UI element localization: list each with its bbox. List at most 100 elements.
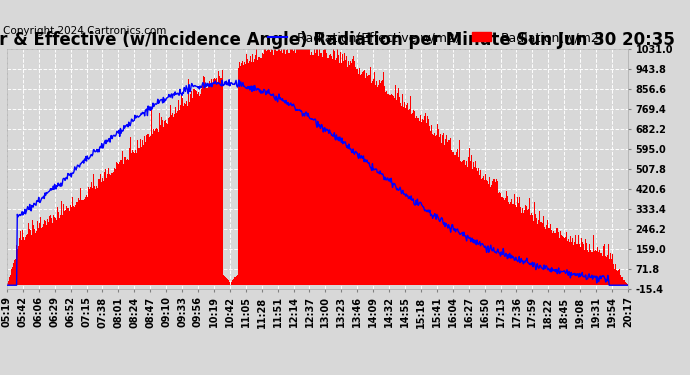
Bar xyxy=(85,179,86,285)
Bar xyxy=(40,228,41,285)
Bar xyxy=(217,82,218,285)
Bar xyxy=(406,99,407,285)
Bar xyxy=(414,111,415,285)
Bar xyxy=(268,44,269,285)
Bar xyxy=(94,183,95,285)
Bar xyxy=(21,240,22,285)
Bar xyxy=(521,213,522,285)
Bar xyxy=(28,224,29,285)
Bar xyxy=(195,99,196,285)
Bar xyxy=(245,62,246,285)
Bar xyxy=(169,117,170,285)
Bar xyxy=(602,246,603,285)
Bar xyxy=(320,53,321,285)
Bar xyxy=(457,149,458,285)
Bar xyxy=(36,233,37,285)
Bar xyxy=(286,50,287,285)
Bar xyxy=(598,252,599,285)
Bar xyxy=(402,105,403,285)
Bar xyxy=(78,198,79,285)
Bar xyxy=(112,173,113,285)
Bar xyxy=(432,115,433,285)
Bar xyxy=(367,76,368,285)
Bar xyxy=(289,53,290,285)
Bar xyxy=(187,105,188,285)
Bar xyxy=(524,210,525,285)
Bar xyxy=(378,85,379,285)
Bar xyxy=(179,102,180,285)
Bar xyxy=(220,76,221,285)
Bar xyxy=(11,269,12,285)
Bar xyxy=(403,106,404,285)
Bar xyxy=(483,176,484,285)
Bar xyxy=(213,80,215,285)
Bar xyxy=(277,51,278,285)
Bar xyxy=(500,194,501,285)
Bar xyxy=(327,57,328,285)
Bar xyxy=(386,90,387,285)
Bar xyxy=(505,198,506,285)
Bar xyxy=(449,140,450,285)
Bar xyxy=(438,129,439,285)
Bar xyxy=(27,237,28,285)
Bar xyxy=(580,247,581,285)
Bar xyxy=(175,107,176,285)
Bar xyxy=(287,49,288,285)
Bar xyxy=(430,132,431,285)
Bar xyxy=(444,145,445,285)
Bar xyxy=(620,276,621,285)
Bar xyxy=(10,275,11,285)
Bar xyxy=(39,223,40,285)
Bar xyxy=(492,181,493,285)
Bar xyxy=(181,102,182,285)
Bar xyxy=(413,111,414,285)
Bar xyxy=(471,154,472,285)
Bar xyxy=(170,119,171,285)
Bar xyxy=(142,140,143,285)
Bar xyxy=(586,244,587,285)
Bar xyxy=(596,251,597,285)
Bar xyxy=(480,170,481,285)
Bar xyxy=(102,178,103,285)
Bar xyxy=(404,92,405,285)
Bar xyxy=(362,72,363,285)
Bar xyxy=(273,55,274,285)
Bar xyxy=(597,247,598,285)
Bar xyxy=(472,169,473,285)
Bar xyxy=(487,181,488,285)
Bar xyxy=(497,181,498,285)
Bar xyxy=(450,148,451,285)
Bar xyxy=(340,52,341,285)
Bar xyxy=(334,51,335,285)
Bar xyxy=(264,46,265,285)
Bar xyxy=(512,204,513,285)
Bar xyxy=(246,54,247,285)
Bar xyxy=(90,187,91,285)
Bar xyxy=(573,237,574,285)
Bar xyxy=(372,81,373,285)
Bar xyxy=(182,98,183,285)
Bar xyxy=(82,201,83,285)
Bar xyxy=(270,52,271,285)
Bar xyxy=(465,165,466,285)
Bar xyxy=(241,63,242,285)
Bar xyxy=(365,78,366,285)
Bar xyxy=(144,136,145,285)
Bar xyxy=(604,254,605,285)
Bar xyxy=(20,231,21,285)
Bar xyxy=(458,157,459,285)
Bar xyxy=(63,204,64,285)
Bar xyxy=(51,217,52,285)
Bar xyxy=(462,161,463,285)
Bar xyxy=(350,61,351,285)
Bar xyxy=(166,123,167,285)
Bar xyxy=(180,105,181,285)
Bar xyxy=(454,134,455,285)
Bar xyxy=(312,55,313,285)
Bar xyxy=(126,159,127,285)
Bar xyxy=(201,81,202,285)
Bar xyxy=(601,253,602,285)
Bar xyxy=(561,235,562,285)
Bar xyxy=(513,204,514,285)
Bar xyxy=(275,48,276,285)
